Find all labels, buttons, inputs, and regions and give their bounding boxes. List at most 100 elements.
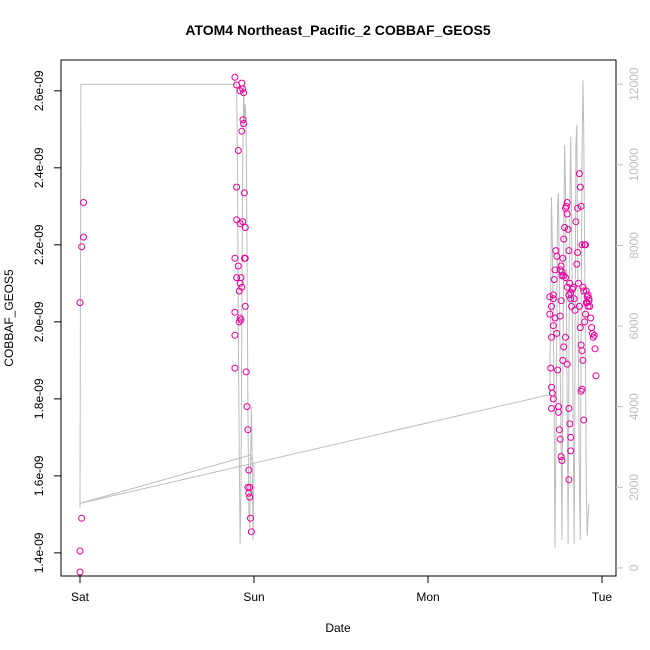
data-point bbox=[547, 364, 555, 372]
data-point bbox=[582, 287, 590, 295]
data-point bbox=[584, 302, 592, 310]
data-point bbox=[548, 302, 555, 310]
data-point bbox=[582, 241, 589, 249]
data-point bbox=[583, 299, 591, 307]
y-tick-label: 2.6e-09 bbox=[32, 70, 46, 111]
data-point bbox=[78, 243, 86, 251]
data-point bbox=[554, 366, 562, 374]
y-tick-label: 1.8e-09 bbox=[32, 378, 46, 419]
y-tick-label: 1.4e-09 bbox=[32, 532, 46, 573]
data-point bbox=[555, 408, 562, 416]
y2-tick-label: 6000 bbox=[627, 312, 641, 339]
y2-tick-label: 4000 bbox=[627, 393, 641, 420]
data-point bbox=[571, 306, 579, 314]
axes-layer: Sat Sun Mon Tue 1.4e-09 1.6e-09 1.8e-09 2.0e-09… bbox=[32, 67, 641, 604]
data-point bbox=[246, 493, 254, 501]
altitude-line bbox=[79, 80, 590, 548]
points-layer bbox=[76, 73, 600, 576]
data-point bbox=[76, 547, 84, 555]
altitude-line-layer bbox=[79, 80, 590, 548]
data-point bbox=[563, 360, 571, 368]
data-point bbox=[247, 514, 254, 522]
data-point bbox=[565, 291, 573, 299]
data-point bbox=[567, 289, 575, 297]
y-tick-label: 2.4e-09 bbox=[32, 147, 46, 188]
data-point bbox=[240, 89, 248, 97]
data-point bbox=[231, 73, 239, 81]
data-point bbox=[242, 368, 250, 376]
data-point bbox=[236, 279, 244, 287]
data-point bbox=[553, 252, 561, 260]
data-point bbox=[247, 528, 255, 536]
data-point bbox=[570, 295, 578, 303]
data-point bbox=[590, 331, 598, 339]
data-point bbox=[580, 287, 588, 295]
data-point bbox=[588, 329, 596, 337]
y-axis-title: COBBAF_GEOS5 bbox=[2, 269, 16, 367]
data-point bbox=[233, 274, 241, 282]
y2-tick-label: 12000 bbox=[627, 67, 641, 101]
data-point bbox=[564, 225, 572, 233]
data-point bbox=[560, 272, 568, 280]
data-point bbox=[569, 283, 577, 291]
data-point bbox=[231, 308, 239, 316]
data-point bbox=[575, 279, 582, 287]
data-point bbox=[565, 247, 573, 255]
data-point bbox=[231, 331, 239, 339]
data-point bbox=[548, 405, 555, 412]
data-point bbox=[562, 333, 569, 341]
data-point bbox=[576, 324, 584, 332]
data-point bbox=[567, 447, 575, 455]
data-point bbox=[573, 260, 581, 268]
data-point bbox=[241, 302, 249, 310]
data-point bbox=[565, 476, 573, 484]
data-point bbox=[239, 218, 247, 226]
y-tick-label: 2.0e-09 bbox=[32, 301, 46, 342]
data-point bbox=[558, 457, 566, 464]
data-point bbox=[592, 372, 600, 380]
data-point bbox=[240, 120, 248, 127]
data-point bbox=[240, 189, 248, 197]
data-point bbox=[578, 241, 586, 249]
data-point bbox=[557, 453, 565, 461]
data-point bbox=[587, 314, 595, 322]
data-point bbox=[557, 297, 565, 305]
data-point bbox=[560, 343, 568, 351]
data-point bbox=[575, 302, 583, 310]
data-point bbox=[80, 199, 87, 206]
data-point bbox=[568, 302, 575, 310]
data-point bbox=[549, 395, 557, 403]
data-point bbox=[556, 435, 564, 443]
data-point bbox=[575, 170, 583, 178]
data-point bbox=[579, 356, 587, 364]
data-point bbox=[237, 274, 245, 282]
data-point bbox=[546, 310, 554, 318]
data-point bbox=[549, 295, 557, 303]
data-point bbox=[563, 210, 571, 218]
data-point bbox=[553, 329, 561, 337]
y2-tick-label: 0 bbox=[627, 564, 641, 571]
plot-area-border bbox=[60, 59, 617, 577]
x-tick-label: Mon bbox=[416, 590, 439, 604]
data-point bbox=[549, 322, 557, 330]
data-point bbox=[561, 224, 569, 231]
data-point bbox=[239, 116, 247, 124]
data-point bbox=[552, 247, 560, 255]
data-point bbox=[237, 316, 245, 324]
data-point bbox=[78, 514, 86, 522]
data-point bbox=[562, 274, 569, 282]
data-point bbox=[231, 254, 239, 262]
data-point bbox=[566, 420, 574, 428]
data-point bbox=[559, 254, 567, 262]
x-tick-label: Tue bbox=[592, 590, 613, 604]
data-point bbox=[572, 218, 580, 226]
data-point bbox=[245, 489, 253, 497]
data-point bbox=[560, 235, 568, 243]
data-point bbox=[578, 385, 586, 393]
data-point bbox=[588, 324, 596, 332]
data-point bbox=[548, 333, 555, 341]
data-point bbox=[244, 426, 252, 434]
data-point bbox=[574, 204, 582, 212]
